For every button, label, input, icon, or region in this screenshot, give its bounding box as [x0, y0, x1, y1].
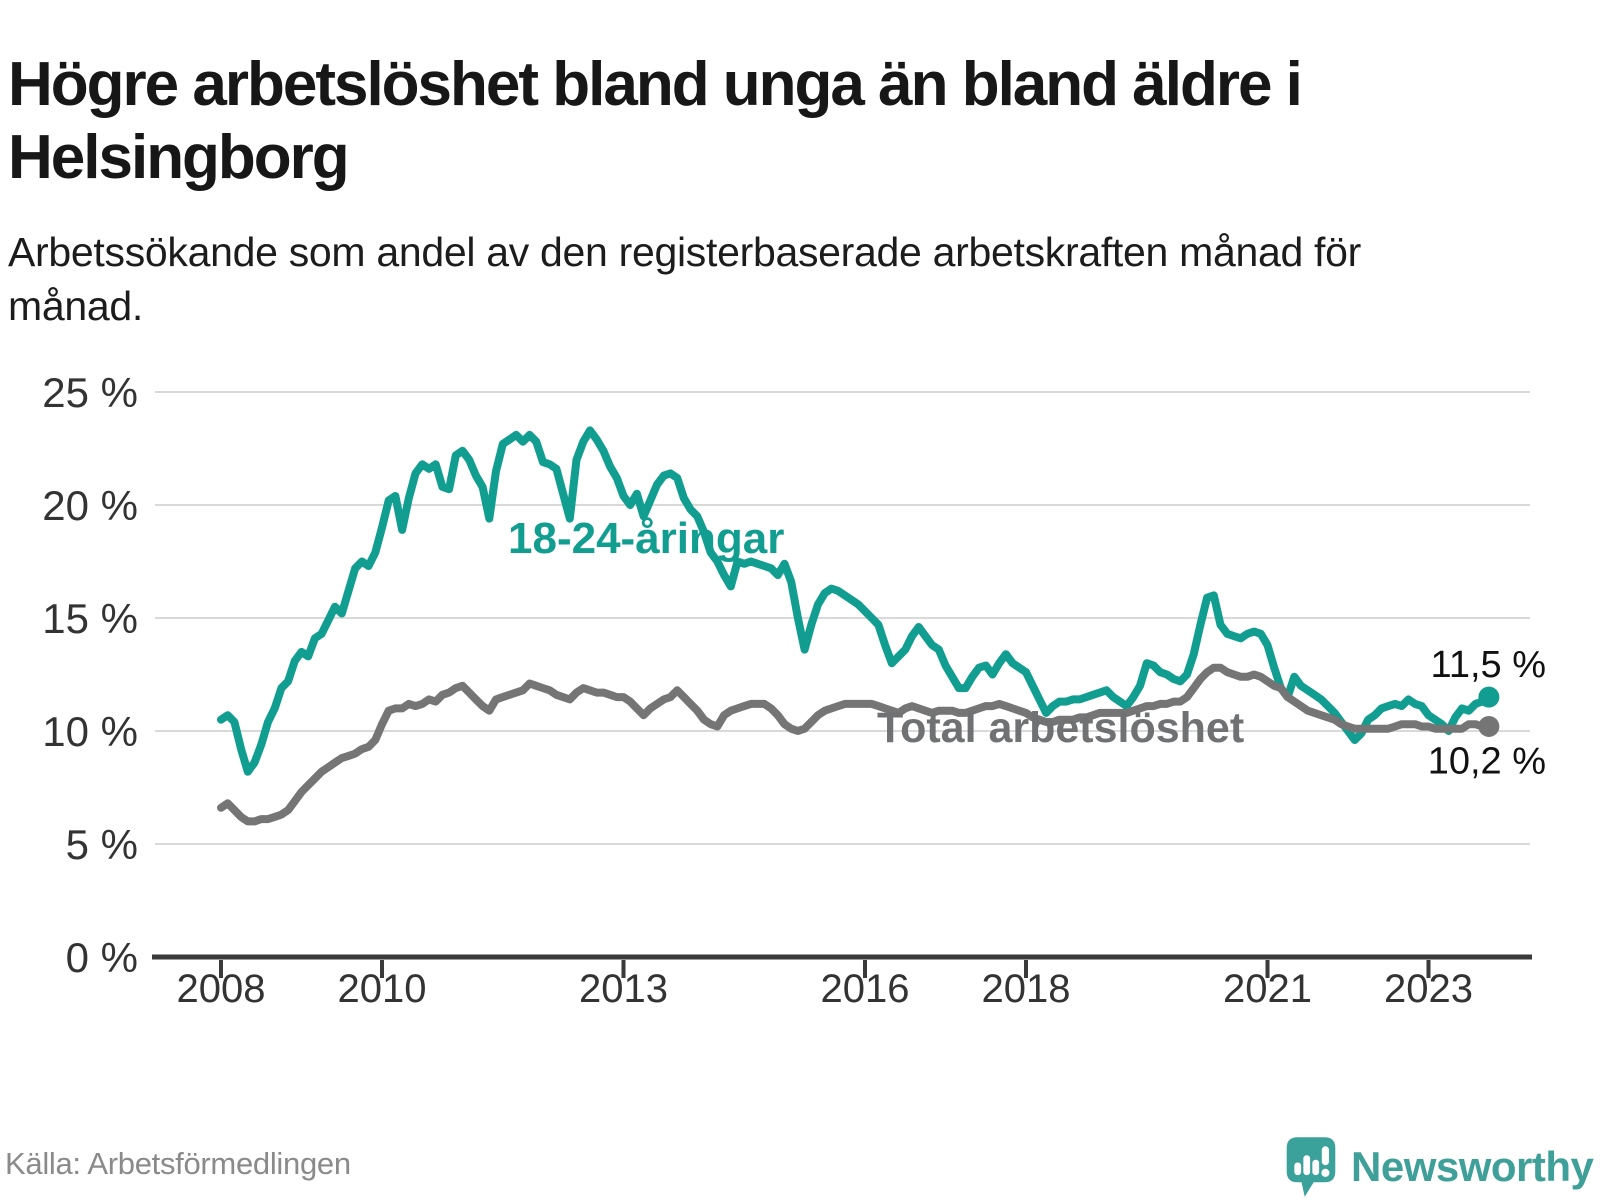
source-note: Källa: Arbetsförmedlingen — [5, 1146, 351, 1181]
series-line-1 — [217, 663, 1493, 826]
x-axis-label-2018: 2018 — [982, 967, 1071, 1011]
x-axis-label-2013: 2013 — [579, 967, 668, 1011]
x-axis-label-2021: 2021 — [1223, 967, 1312, 1011]
y-axis-label-5: 5 % — [66, 821, 138, 868]
y-axis-label-20: 20 % — [42, 482, 138, 529]
y-axis-label-25: 25 % — [42, 369, 138, 416]
end-value-label-1: 10,2 % — [1428, 740, 1546, 782]
logo-bar-medium — [1312, 1159, 1320, 1176]
end-dot-0 — [1478, 686, 1500, 708]
end-value-label-0: 11,5 % — [1431, 644, 1546, 686]
x-axis-label-2008: 2008 — [177, 967, 266, 1011]
logo-exclamation-stem — [1321, 1146, 1329, 1166]
page-subtitle: Arbetssökande som andel av den registerb… — [8, 229, 1362, 330]
logo-bar-small — [1294, 1162, 1302, 1176]
newsworthy-logo: Newsworthy — [1284, 1132, 1594, 1200]
x-axis-label-2023: 2023 — [1384, 967, 1473, 1011]
unemployment-line-chart: 0 % 5 % 10 % 15 % 20 % 25 % 2008 2010 2013 2016 20… — [42, 369, 1546, 1011]
y-axis-label-0: 0 % — [66, 934, 138, 981]
y-axis-label-15: 15 % — [42, 595, 138, 642]
logo-exclamation-dot — [1321, 1168, 1330, 1177]
page-title: Högre arbetslöshet bland unga än bland ä… — [8, 49, 1303, 192]
pin-bubble-shape — [1286, 1137, 1336, 1197]
end-dot-1 — [1478, 715, 1500, 737]
logo-bar-tall — [1303, 1155, 1311, 1176]
y-axis-label-10: 10 % — [42, 708, 138, 755]
series-line-0 — [217, 426, 1493, 776]
x-axis-label-2010: 2010 — [338, 967, 427, 1011]
series-inline-label-0: 18-24-åringar — [508, 514, 784, 563]
x-axis-label-2016: 2016 — [821, 967, 910, 1011]
series-inline-label-1: Total arbetslöshet — [877, 704, 1244, 752]
brand-name: Newsworthy — [1351, 1143, 1594, 1190]
newsworthy-pin-icon — [1286, 1137, 1336, 1197]
